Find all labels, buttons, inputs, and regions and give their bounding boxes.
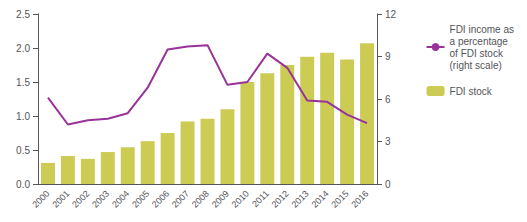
- svg-text:2009: 2009: [210, 188, 231, 209]
- svg-text:FDI income as: FDI income as: [450, 24, 514, 35]
- svg-text:2013: 2013: [290, 188, 311, 209]
- svg-text:2008: 2008: [190, 188, 211, 209]
- svg-text:2.5: 2.5: [16, 9, 30, 20]
- svg-text:1.5: 1.5: [16, 77, 30, 88]
- svg-text:0: 0: [385, 179, 391, 190]
- svg-text:of FDI stock: of FDI stock: [450, 48, 504, 59]
- svg-text:2011: 2011: [250, 188, 271, 209]
- svg-text:3: 3: [385, 136, 391, 147]
- svg-text:(right scale): (right scale): [450, 60, 502, 71]
- svg-text:2004: 2004: [110, 188, 131, 209]
- svg-text:9: 9: [385, 51, 391, 62]
- svg-text:2006: 2006: [150, 188, 171, 209]
- svg-text:FDI stock: FDI stock: [450, 86, 493, 97]
- svg-text:2015: 2015: [329, 188, 350, 209]
- svg-text:2005: 2005: [130, 188, 151, 209]
- svg-text:12: 12: [385, 9, 397, 20]
- svg-text:2010: 2010: [230, 188, 251, 209]
- svg-text:1.0: 1.0: [16, 111, 30, 122]
- svg-text:2003: 2003: [90, 188, 111, 209]
- svg-text:2016: 2016: [349, 188, 370, 209]
- svg-text:0.5: 0.5: [16, 145, 30, 156]
- svg-text:2007: 2007: [170, 188, 191, 209]
- svg-text:6: 6: [385, 94, 391, 105]
- svg-text:a percentage: a percentage: [450, 36, 509, 47]
- svg-text:2014: 2014: [309, 188, 330, 209]
- svg-text:2.0: 2.0: [16, 43, 30, 54]
- svg-text:0.0: 0.0: [16, 179, 30, 190]
- svg-text:2012: 2012: [270, 188, 291, 209]
- svg-text:2001: 2001: [50, 188, 71, 209]
- svg-text:2002: 2002: [70, 188, 91, 209]
- svg-text:2000: 2000: [30, 188, 51, 209]
